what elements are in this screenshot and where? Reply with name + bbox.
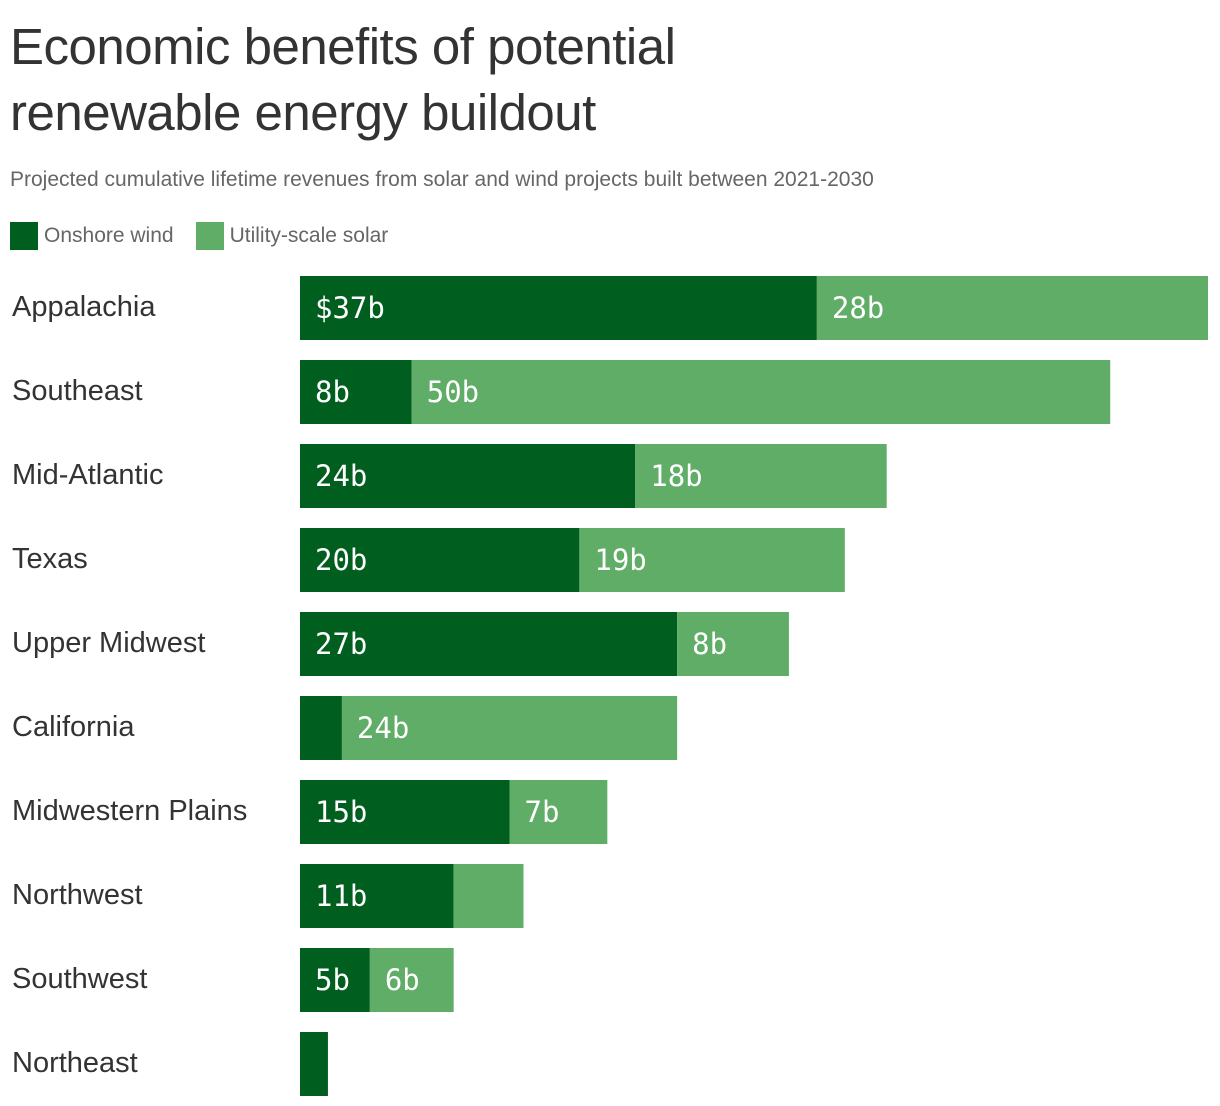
bar-california-utility-scale-solar xyxy=(341,696,678,760)
bar-mid-atlantic-onshore-wind xyxy=(300,444,636,508)
bar-california-onshore-wind xyxy=(300,696,342,760)
chart-subtitle: Projected cumulative lifetime revenues f… xyxy=(10,168,874,191)
bar-label-northwest-onshore-wind: 11b xyxy=(315,879,367,913)
bar-label-midwestern-plains-onshore-wind: 15b xyxy=(315,795,367,829)
bar-upper-midwest-onshore-wind xyxy=(300,612,678,676)
bar-label-texas-onshore-wind: 20b xyxy=(315,543,367,577)
category-label-appalachia: Appalachia xyxy=(12,291,156,323)
bar-label-california-utility-scale-solar: 24b xyxy=(357,711,409,745)
bar-texas-onshore-wind xyxy=(300,528,580,592)
bar-label-southeast-utility-scale-solar: 50b xyxy=(427,375,479,409)
bar-northwest-onshore-wind xyxy=(300,864,454,928)
legend-label-utility-scale-solar: Utility-scale solar xyxy=(229,224,389,247)
bar-northwest-utility-scale-solar xyxy=(453,864,524,928)
bar-label-southeast-onshore-wind: 8b xyxy=(315,375,350,409)
legend-swatch-onshore-wind xyxy=(10,222,38,250)
bar-label-upper-midwest-utility-scale-solar: 8b xyxy=(692,627,727,661)
category-label-texas: Texas xyxy=(12,543,88,575)
bar-texas-utility-scale-solar xyxy=(579,528,845,592)
bar-label-mid-atlantic-utility-scale-solar: 18b xyxy=(650,459,702,493)
bar-upper-midwest-utility-scale-solar xyxy=(677,612,789,676)
legend: Onshore wind Utility-scale solar xyxy=(10,222,410,250)
bar-midwestern-plains-onshore-wind xyxy=(300,780,510,844)
chart-title: Economic benefits of potential renewable… xyxy=(10,18,676,141)
bar-label-appalachia-utility-scale-solar: 28b xyxy=(832,291,884,325)
category-label-upper-midwest: Upper Midwest xyxy=(12,627,205,659)
category-label-northeast: Northeast xyxy=(12,1047,138,1079)
bar-appalachia-onshore-wind xyxy=(300,276,817,340)
bar-label-upper-midwest-onshore-wind: 27b xyxy=(315,627,367,661)
legend-item-onshore-wind: Onshore wind xyxy=(10,222,174,250)
bar-label-appalachia-onshore-wind: $37b xyxy=(315,291,385,325)
bar-midwestern-plains-utility-scale-solar xyxy=(509,780,608,844)
bar-northeast-onshore-wind xyxy=(300,1032,328,1096)
bar-southeast-utility-scale-solar xyxy=(411,360,1111,424)
bar-label-midwestern-plains-utility-scale-solar: 7b xyxy=(525,795,560,829)
bar-label-southwest-onshore-wind: 5b xyxy=(315,963,350,997)
category-label-california: California xyxy=(12,711,135,743)
bar-southwest-onshore-wind xyxy=(300,948,370,1012)
bar-appalachia-utility-scale-solar xyxy=(816,276,1208,340)
bar-label-mid-atlantic-onshore-wind: 24b xyxy=(315,459,367,493)
category-label-mid-atlantic: Mid-Atlantic xyxy=(12,459,164,491)
bar-label-southwest-utility-scale-solar: 6b xyxy=(385,963,420,997)
bar-mid-atlantic-utility-scale-solar xyxy=(635,444,887,508)
category-label-midwestern-plains: Midwestern Plains xyxy=(12,795,247,827)
bar-southwest-utility-scale-solar xyxy=(369,948,454,1012)
bar-label-texas-utility-scale-solar: 19b xyxy=(594,543,646,577)
category-label-northwest: Northwest xyxy=(12,879,143,911)
legend-label-onshore-wind: Onshore wind xyxy=(44,224,174,247)
bar-southeast-onshore-wind xyxy=(300,360,412,424)
category-label-southeast: Southeast xyxy=(12,375,143,407)
legend-swatch-utility-scale-solar xyxy=(195,222,224,250)
legend-item-utility-scale-solar: Utility-scale solar xyxy=(195,222,389,250)
category-label-southwest: Southwest xyxy=(12,963,147,995)
